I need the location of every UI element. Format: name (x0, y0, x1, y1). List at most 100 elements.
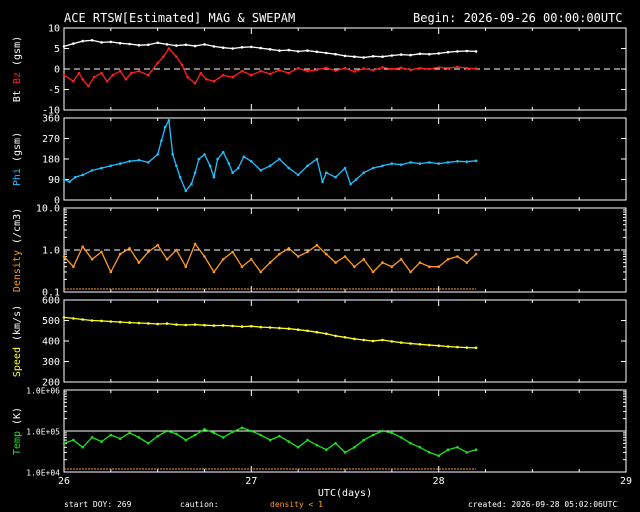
data-point-phi-44 (354, 178, 358, 181)
data-point-temp-17 (221, 436, 225, 439)
data-point-bt-17 (221, 46, 225, 49)
data-point-density-1 (72, 265, 75, 269)
data-point-phi-36 (296, 173, 300, 177)
data-point-phi-27 (227, 162, 231, 165)
data-point-density-35 (390, 265, 394, 269)
x-tick-label-3: 29 (620, 476, 632, 487)
data-point-temp-4 (100, 440, 103, 443)
data-point-density-2 (81, 245, 84, 248)
data-point-temp-40 (437, 454, 441, 458)
data-point-phi-57 (474, 159, 478, 163)
data-point-phi-8 (128, 160, 131, 163)
data-point-phi-14 (167, 119, 171, 122)
data-point-speed-35 (390, 340, 394, 343)
data-point-phi-10 (147, 161, 150, 164)
y-tick-label-phi-1: 90 (48, 175, 60, 186)
data-point-bt-11 (165, 43, 169, 46)
data-point-bt-34 (381, 55, 384, 58)
data-point-speed-16 (212, 324, 216, 327)
data-point-bz-51 (474, 67, 478, 70)
data-point-phi-20 (193, 171, 197, 174)
data-point-density-38 (418, 261, 422, 264)
data-point-phi-47 (381, 164, 384, 168)
data-point-phi-32 (259, 169, 263, 172)
data-point-speed-1 (72, 317, 75, 320)
data-point-bt-24 (287, 48, 291, 52)
data-point-speed-33 (371, 339, 375, 343)
data-point-bz-47 (437, 66, 441, 69)
data-point-bz-29 (268, 72, 272, 76)
y-tick-label-phi-3: 270 (42, 134, 60, 145)
data-point-bz-19 (186, 75, 189, 79)
data-point-phi-17 (178, 175, 182, 179)
y-axis-label-part-mag-2: (gsm) (12, 36, 23, 72)
data-point-density-23 (278, 252, 281, 256)
data-point-density-41 (446, 258, 450, 261)
data-point-phi-13 (163, 125, 167, 129)
data-point-temp-2 (81, 446, 84, 449)
data-point-bz-34 (315, 68, 319, 72)
data-point-bt-29 (334, 52, 337, 56)
data-point-density-32 (362, 258, 366, 261)
data-point-temp-34 (381, 429, 384, 433)
data-point-temp-43 (465, 451, 469, 454)
data-point-bt-2 (81, 39, 84, 43)
chart-title: ACE RTSW[Estimated] MAG & SWEPAM (64, 11, 296, 25)
y-tick-label-mag-1: -5 (48, 85, 60, 96)
y-tick-label-density-0: 0.1 (42, 288, 60, 299)
data-point-bz-50 (465, 66, 469, 70)
y-axis-label-speed: Speed (km/s) (12, 305, 23, 377)
data-point-temp-11 (165, 429, 169, 433)
data-point-temp-5 (109, 433, 113, 437)
data-point-temp-30 (343, 451, 347, 454)
data-point-phi-21 (197, 157, 201, 161)
data-point-speed-10 (156, 322, 159, 326)
data-point-temp-16 (212, 431, 216, 435)
data-point-bz-16 (167, 47, 171, 50)
data-point-density-0 (62, 255, 66, 258)
data-point-phi-34 (278, 157, 281, 161)
y-axis-label-mag: Bt Bz (gsm) (12, 36, 23, 102)
data-point-bz-40 (371, 68, 375, 72)
data-point-bz-17 (175, 55, 178, 58)
data-point-density-34 (381, 261, 384, 264)
data-point-temp-10 (156, 434, 159, 438)
data-point-phi-40 (325, 171, 328, 174)
data-point-density-29 (334, 261, 337, 264)
data-point-bt-14 (193, 44, 197, 48)
data-point-temp-36 (399, 436, 403, 439)
y-tick-label-speed-4: 600 (42, 296, 60, 307)
data-point-temp-29 (334, 442, 337, 445)
data-point-phi-29 (236, 166, 240, 170)
data-point-density-10 (156, 243, 159, 247)
data-point-bz-13 (147, 73, 150, 77)
data-point-phi-55 (456, 160, 459, 163)
panel-frame-phi (63, 117, 627, 201)
data-point-temp-12 (175, 432, 178, 436)
y-tick-label-density-1: 1.0 (42, 246, 60, 257)
data-point-temp-42 (456, 446, 459, 449)
data-point-bz-7 (105, 80, 109, 83)
x-tick-label-2: 28 (433, 476, 445, 487)
data-point-density-39 (428, 265, 431, 269)
data-point-speed-25 (296, 328, 300, 332)
data-point-speed-8 (137, 321, 141, 325)
data-point-speed-4 (100, 319, 103, 323)
data-point-bt-37 (409, 53, 412, 57)
data-point-temp-13 (184, 438, 188, 442)
data-point-bt-40 (437, 52, 441, 55)
data-point-density-26 (306, 250, 309, 254)
data-point-density-8 (137, 261, 141, 264)
data-point-bz-3 (81, 78, 84, 81)
data-point-density-44 (474, 252, 478, 256)
data-point-bz-46 (428, 67, 431, 71)
data-point-phi-9 (137, 158, 141, 162)
data-point-temp-6 (118, 437, 122, 441)
data-point-phi-0 (62, 178, 66, 181)
data-point-bz-42 (390, 67, 394, 71)
data-point-speed-41 (446, 345, 450, 348)
data-point-bz-32 (296, 66, 300, 70)
data-point-temp-7 (128, 431, 131, 435)
data-point-density-17 (221, 258, 225, 261)
